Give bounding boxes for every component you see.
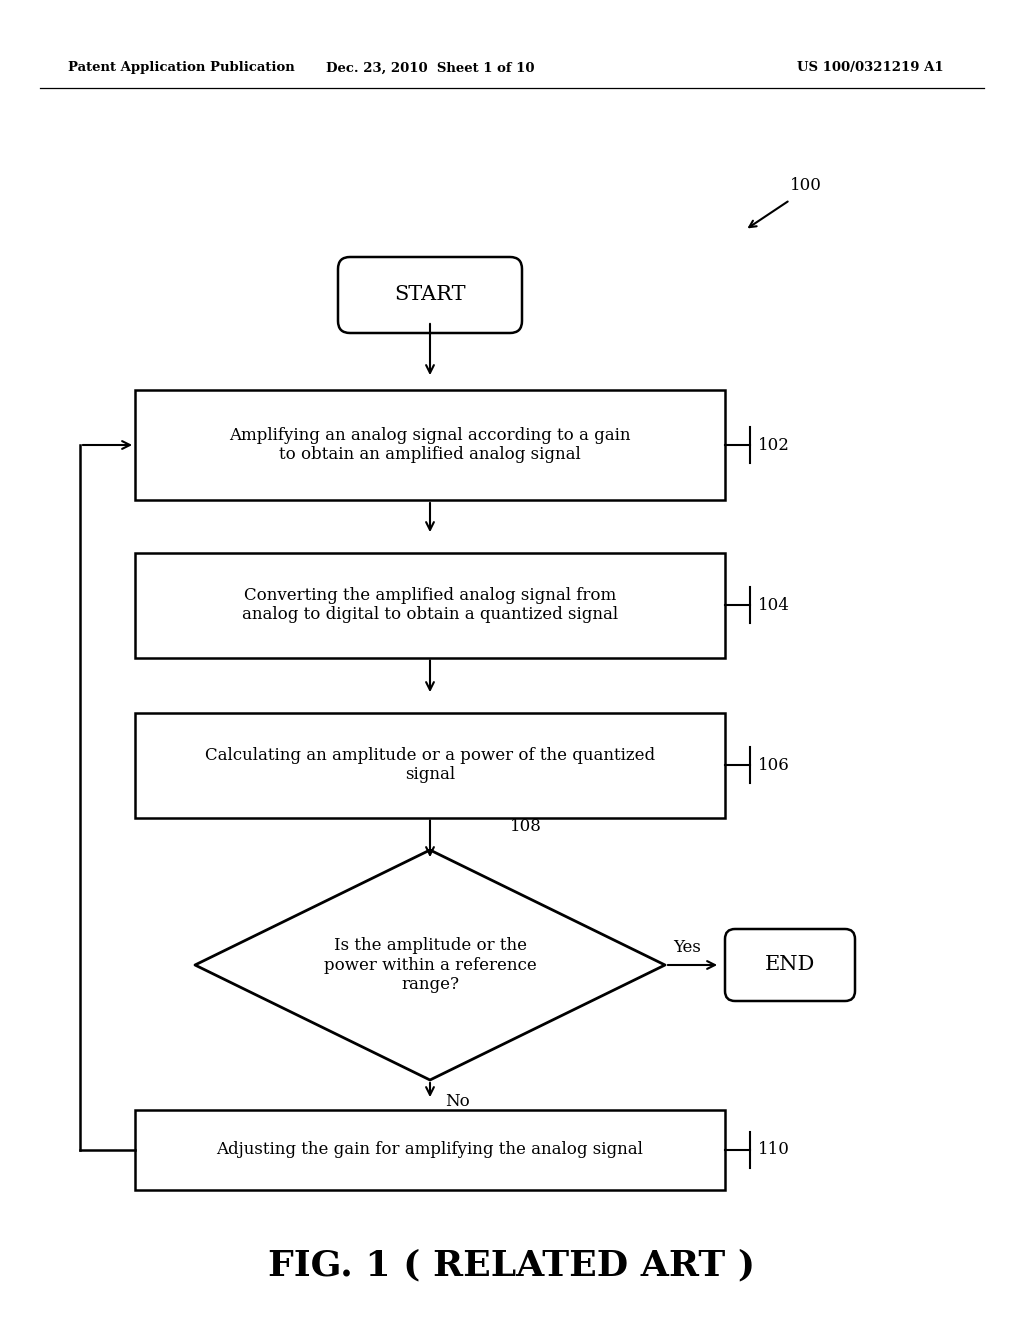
Text: 106: 106 xyxy=(758,756,790,774)
FancyBboxPatch shape xyxy=(135,713,725,817)
FancyBboxPatch shape xyxy=(725,929,855,1001)
FancyBboxPatch shape xyxy=(135,553,725,657)
Text: Is the amplitude or the
power within a reference
range?: Is the amplitude or the power within a r… xyxy=(324,937,537,993)
Text: Adjusting the gain for amplifying the analog signal: Adjusting the gain for amplifying the an… xyxy=(216,1142,643,1159)
Text: Converting the amplified analog signal from
analog to digital to obtain a quanti: Converting the amplified analog signal f… xyxy=(242,586,618,623)
Text: 100: 100 xyxy=(790,177,822,194)
FancyBboxPatch shape xyxy=(338,257,522,333)
Text: Dec. 23, 2010  Sheet 1 of 10: Dec. 23, 2010 Sheet 1 of 10 xyxy=(326,62,535,74)
Text: 108: 108 xyxy=(510,818,542,836)
Text: Amplifying an analog signal according to a gain
to obtain an amplified analog si: Amplifying an analog signal according to… xyxy=(229,426,631,463)
Text: START: START xyxy=(394,285,466,305)
Text: US 100/0321219 A1: US 100/0321219 A1 xyxy=(797,62,943,74)
Text: No: No xyxy=(445,1093,470,1110)
Text: 102: 102 xyxy=(758,437,790,454)
FancyBboxPatch shape xyxy=(135,389,725,500)
Text: END: END xyxy=(765,956,815,974)
FancyBboxPatch shape xyxy=(135,1110,725,1191)
Text: Calculating an amplitude or a power of the quantized
signal: Calculating an amplitude or a power of t… xyxy=(205,747,655,783)
Text: FIG. 1 ( RELATED ART ): FIG. 1 ( RELATED ART ) xyxy=(268,1247,756,1282)
Text: Yes: Yes xyxy=(673,939,700,956)
Text: 110: 110 xyxy=(758,1142,790,1159)
Text: Patent Application Publication: Patent Application Publication xyxy=(68,62,295,74)
Text: 104: 104 xyxy=(758,597,790,614)
